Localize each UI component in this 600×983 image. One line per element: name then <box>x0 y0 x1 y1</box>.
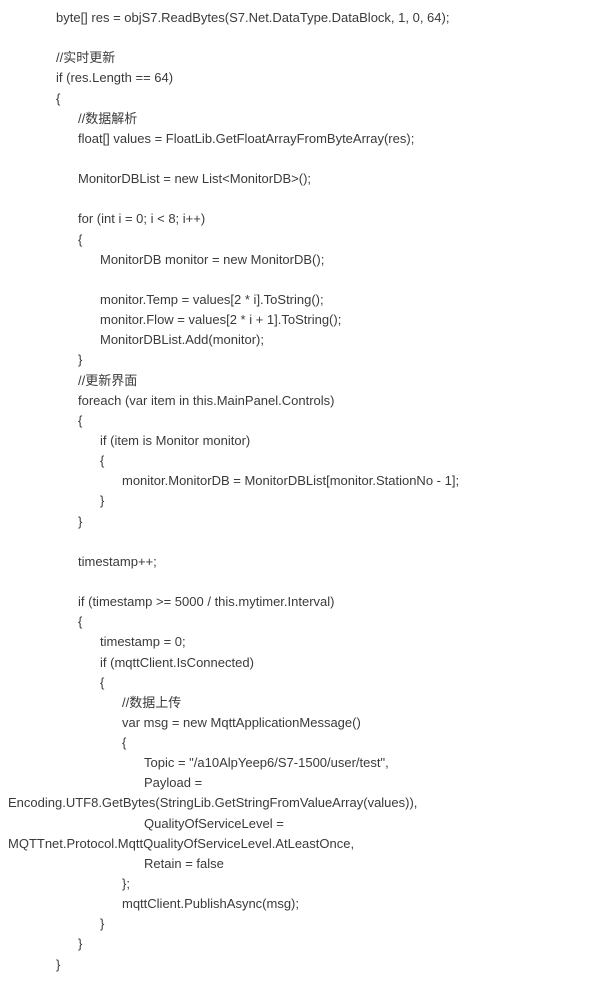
code-line: } <box>8 914 592 934</box>
code-line: timestamp = 0; <box>8 632 592 652</box>
code-line: Retain = false <box>8 854 592 874</box>
code-line: { <box>8 230 592 250</box>
code-block: byte[] res = objS7.ReadBytes(S7.Net.Data… <box>8 8 592 975</box>
code-line: if (mqttClient.IsConnected) <box>8 653 592 673</box>
code-line <box>8 572 592 592</box>
code-line: { <box>8 451 592 471</box>
code-line: //实时更新 <box>8 48 592 68</box>
code-line <box>8 532 592 552</box>
code-line: byte[] res = objS7.ReadBytes(S7.Net.Data… <box>8 8 592 28</box>
code-line: monitor.Temp = values[2 * i].ToString(); <box>8 290 592 310</box>
code-line: if (item is Monitor monitor) <box>8 431 592 451</box>
code-line: //数据解析 <box>8 109 592 129</box>
code-line: //数据上传 <box>8 693 592 713</box>
code-line <box>8 28 592 48</box>
code-line <box>8 189 592 209</box>
code-line: MQTTnet.Protocol.MqttQualityOfServiceLev… <box>8 834 592 854</box>
code-line: mqttClient.PublishAsync(msg); <box>8 894 592 914</box>
code-line: if (res.Length == 64) <box>8 68 592 88</box>
code-line: Topic = "/a10AlpYeep6/S7-1500/user/test"… <box>8 753 592 773</box>
code-line: monitor.Flow = values[2 * i + 1].ToStrin… <box>8 310 592 330</box>
code-line <box>8 149 592 169</box>
code-line: //更新界面 <box>8 371 592 391</box>
code-line: for (int i = 0; i < 8; i++) <box>8 209 592 229</box>
code-line: } <box>8 350 592 370</box>
code-line: foreach (var item in this.MainPanel.Cont… <box>8 391 592 411</box>
code-line: float[] values = FloatLib.GetFloatArrayF… <box>8 129 592 149</box>
code-line: } <box>8 955 592 975</box>
code-line: if (timestamp >= 5000 / this.mytimer.Int… <box>8 592 592 612</box>
code-line: Payload = <box>8 773 592 793</box>
code-line: QualityOfServiceLevel = <box>8 814 592 834</box>
code-line: MonitorDB monitor = new MonitorDB(); <box>8 250 592 270</box>
code-line: Encoding.UTF8.GetBytes(StringLib.GetStri… <box>8 793 592 813</box>
code-line: } <box>8 934 592 954</box>
code-line: MonitorDBList.Add(monitor); <box>8 330 592 350</box>
code-line: { <box>8 733 592 753</box>
code-line: { <box>8 411 592 431</box>
code-line: }; <box>8 874 592 894</box>
code-line: timestamp++; <box>8 552 592 572</box>
code-line: } <box>8 491 592 511</box>
code-line: { <box>8 612 592 632</box>
code-line: { <box>8 673 592 693</box>
code-line: } <box>8 512 592 532</box>
code-line: MonitorDBList = new List<MonitorDB>(); <box>8 169 592 189</box>
code-line <box>8 270 592 290</box>
code-line: monitor.MonitorDB = MonitorDBList[monito… <box>8 471 592 491</box>
code-line: { <box>8 89 592 109</box>
code-line: var msg = new MqttApplicationMessage() <box>8 713 592 733</box>
